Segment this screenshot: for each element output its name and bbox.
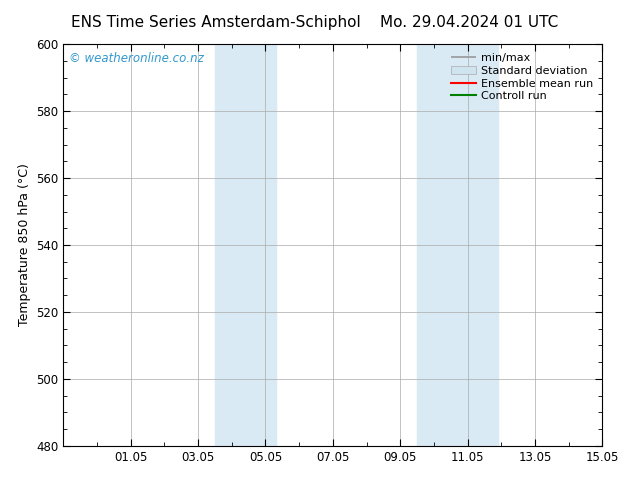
Y-axis label: Temperature 850 hPa (°C): Temperature 850 hPa (°C) (18, 164, 30, 326)
Legend: min/max, Standard deviation, Ensemble mean run, Controll run: min/max, Standard deviation, Ensemble me… (448, 49, 597, 105)
Bar (451, 44, 498, 446)
Text: Mo. 29.04.2024 01 UTC: Mo. 29.04.2024 01 UTC (380, 15, 559, 30)
Bar (417, 44, 451, 446)
Text: © weatheronline.co.nz: © weatheronline.co.nz (68, 52, 204, 65)
Text: ENS Time Series Amsterdam-Schiphol: ENS Time Series Amsterdam-Schiphol (70, 15, 361, 30)
Bar (215, 44, 238, 446)
Bar (238, 44, 276, 446)
